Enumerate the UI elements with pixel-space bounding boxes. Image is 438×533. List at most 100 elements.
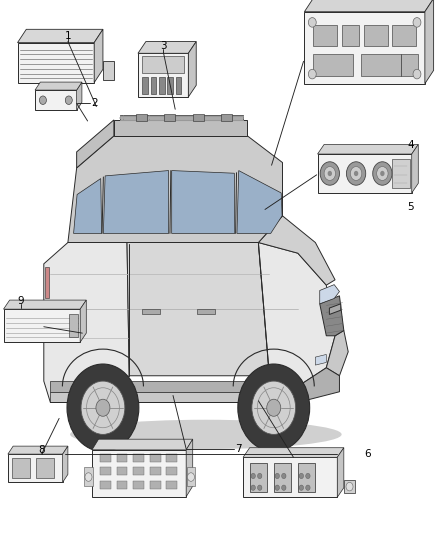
Bar (187, 467, 195, 486)
Polygon shape (188, 42, 196, 97)
Circle shape (299, 485, 304, 490)
Text: 8: 8 (38, 446, 45, 455)
Polygon shape (315, 354, 326, 365)
Circle shape (65, 96, 72, 104)
Polygon shape (326, 330, 348, 376)
FancyBboxPatch shape (243, 457, 337, 497)
Polygon shape (298, 463, 315, 492)
Polygon shape (103, 171, 169, 233)
Circle shape (96, 399, 110, 416)
Polygon shape (250, 463, 267, 492)
Circle shape (373, 162, 392, 185)
Polygon shape (164, 114, 175, 121)
Polygon shape (94, 29, 103, 83)
Bar (117, 481, 127, 489)
Text: 6: 6 (364, 449, 371, 459)
Polygon shape (159, 77, 165, 94)
Polygon shape (63, 446, 68, 482)
Polygon shape (329, 304, 341, 314)
Polygon shape (35, 82, 82, 90)
Polygon shape (77, 82, 82, 110)
Circle shape (275, 485, 279, 490)
Polygon shape (320, 296, 344, 336)
Polygon shape (193, 114, 204, 121)
Circle shape (282, 473, 286, 479)
Circle shape (85, 473, 92, 481)
Circle shape (413, 18, 421, 27)
Circle shape (81, 381, 125, 434)
Circle shape (258, 485, 262, 490)
Bar (133, 481, 144, 489)
FancyBboxPatch shape (318, 154, 412, 193)
Polygon shape (136, 114, 147, 121)
Polygon shape (151, 77, 156, 94)
Bar (84, 467, 93, 486)
Polygon shape (401, 54, 418, 76)
Bar (100, 467, 111, 475)
Polygon shape (237, 171, 282, 233)
Circle shape (320, 162, 339, 185)
Text: 7: 7 (235, 444, 242, 454)
Bar (117, 467, 127, 475)
Circle shape (346, 162, 366, 185)
Polygon shape (142, 309, 160, 314)
Polygon shape (337, 448, 344, 497)
Polygon shape (318, 144, 418, 154)
Polygon shape (167, 77, 173, 94)
Polygon shape (361, 54, 401, 76)
Circle shape (39, 96, 46, 104)
Text: 3: 3 (160, 41, 167, 51)
Circle shape (350, 167, 362, 180)
Polygon shape (103, 61, 114, 80)
Polygon shape (50, 392, 298, 402)
Polygon shape (8, 446, 68, 454)
Circle shape (354, 171, 358, 176)
Bar (117, 454, 127, 462)
Polygon shape (342, 25, 359, 46)
Polygon shape (313, 25, 337, 46)
Text: 4: 4 (407, 140, 414, 150)
FancyBboxPatch shape (18, 43, 94, 83)
FancyBboxPatch shape (304, 12, 425, 84)
Bar (133, 467, 144, 475)
Circle shape (413, 69, 421, 79)
Polygon shape (320, 285, 339, 304)
Polygon shape (138, 42, 196, 53)
Polygon shape (304, 0, 434, 12)
Circle shape (267, 399, 281, 416)
Polygon shape (50, 381, 298, 392)
Circle shape (308, 69, 316, 79)
Circle shape (238, 364, 310, 451)
Bar (166, 454, 177, 462)
FancyBboxPatch shape (8, 454, 63, 482)
Text: 2: 2 (91, 99, 98, 108)
Bar (150, 467, 161, 475)
Circle shape (377, 167, 388, 180)
Circle shape (306, 473, 310, 479)
Polygon shape (36, 458, 54, 478)
Polygon shape (313, 54, 353, 76)
Bar (150, 481, 161, 489)
Text: 5: 5 (407, 202, 414, 212)
Circle shape (306, 485, 310, 490)
FancyBboxPatch shape (138, 53, 188, 97)
Polygon shape (80, 300, 86, 342)
Polygon shape (18, 29, 103, 43)
Polygon shape (412, 144, 418, 193)
Polygon shape (68, 136, 283, 243)
FancyBboxPatch shape (4, 309, 80, 342)
Bar (100, 481, 111, 489)
Polygon shape (243, 448, 344, 457)
Polygon shape (44, 243, 129, 402)
Polygon shape (45, 266, 49, 298)
Circle shape (251, 485, 255, 490)
Polygon shape (142, 77, 148, 94)
Circle shape (324, 167, 336, 180)
Circle shape (282, 485, 286, 490)
Bar (100, 454, 111, 462)
Polygon shape (392, 25, 416, 46)
Polygon shape (344, 480, 355, 493)
Polygon shape (221, 114, 232, 121)
Polygon shape (298, 368, 339, 402)
Polygon shape (127, 243, 269, 376)
